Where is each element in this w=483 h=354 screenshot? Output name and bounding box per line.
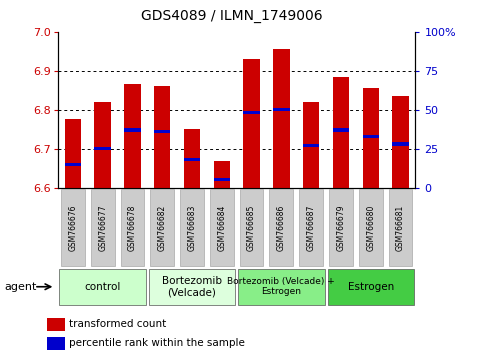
Text: transformed count: transformed count xyxy=(69,319,166,329)
Bar xyxy=(392,142,409,145)
FancyBboxPatch shape xyxy=(91,189,114,266)
Bar xyxy=(273,108,289,111)
Bar xyxy=(124,85,141,188)
Bar xyxy=(213,178,230,181)
FancyBboxPatch shape xyxy=(150,189,174,266)
Text: control: control xyxy=(85,282,121,292)
FancyBboxPatch shape xyxy=(270,189,293,266)
Bar xyxy=(154,86,170,188)
FancyBboxPatch shape xyxy=(359,189,383,266)
Bar xyxy=(95,147,111,150)
Text: GSM766685: GSM766685 xyxy=(247,204,256,251)
Bar xyxy=(303,102,319,188)
Text: GSM766678: GSM766678 xyxy=(128,204,137,251)
Bar xyxy=(303,144,319,147)
Text: GSM766676: GSM766676 xyxy=(69,204,77,251)
Bar xyxy=(363,88,379,188)
Bar xyxy=(184,129,200,188)
FancyBboxPatch shape xyxy=(240,189,264,266)
Bar xyxy=(273,50,289,188)
Text: Bortezomib
(Velcade): Bortezomib (Velcade) xyxy=(162,276,222,298)
Text: GSM766683: GSM766683 xyxy=(187,204,197,251)
FancyBboxPatch shape xyxy=(238,269,325,305)
Bar xyxy=(243,59,260,188)
Text: GSM766684: GSM766684 xyxy=(217,204,226,251)
Bar xyxy=(392,96,409,188)
FancyBboxPatch shape xyxy=(329,189,353,266)
FancyBboxPatch shape xyxy=(327,269,414,305)
Text: GSM766687: GSM766687 xyxy=(307,204,315,251)
Text: agent: agent xyxy=(5,282,37,292)
FancyBboxPatch shape xyxy=(210,189,234,266)
Bar xyxy=(154,130,170,133)
Text: percentile rank within the sample: percentile rank within the sample xyxy=(69,338,245,348)
Text: GSM766686: GSM766686 xyxy=(277,204,286,251)
Bar xyxy=(47,337,65,350)
FancyBboxPatch shape xyxy=(59,269,146,305)
FancyBboxPatch shape xyxy=(121,189,144,266)
Bar xyxy=(95,102,111,188)
Text: GDS4089 / ILMN_1749006: GDS4089 / ILMN_1749006 xyxy=(141,9,323,23)
Text: Bortezomib (Velcade) +
Estrogen: Bortezomib (Velcade) + Estrogen xyxy=(227,277,335,296)
Bar xyxy=(184,158,200,161)
Text: GSM766680: GSM766680 xyxy=(366,204,375,251)
Bar xyxy=(65,163,81,166)
Text: GSM766681: GSM766681 xyxy=(396,204,405,251)
FancyBboxPatch shape xyxy=(299,189,323,266)
Bar xyxy=(124,129,141,132)
FancyBboxPatch shape xyxy=(149,269,235,305)
Bar xyxy=(65,120,81,188)
FancyBboxPatch shape xyxy=(61,189,85,266)
Text: GSM766682: GSM766682 xyxy=(158,204,167,251)
Bar xyxy=(47,318,65,331)
Bar xyxy=(363,135,379,138)
FancyBboxPatch shape xyxy=(389,189,412,266)
Bar xyxy=(333,77,349,188)
Bar xyxy=(213,161,230,188)
Bar xyxy=(243,111,260,114)
Text: GSM766677: GSM766677 xyxy=(98,204,107,251)
FancyBboxPatch shape xyxy=(180,189,204,266)
Bar xyxy=(333,129,349,132)
Text: Estrogen: Estrogen xyxy=(348,282,394,292)
Text: GSM766679: GSM766679 xyxy=(337,204,345,251)
